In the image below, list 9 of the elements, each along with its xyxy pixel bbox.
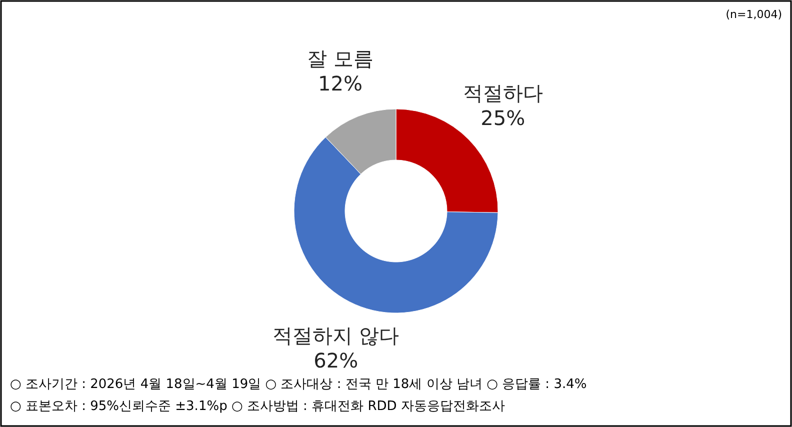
data-label: 62% [314, 348, 358, 372]
slice-label: 잘 모름 [307, 46, 374, 71]
data-label: 12% [318, 72, 362, 96]
text: (n=1,004) [726, 8, 782, 21]
data-label: 25% [480, 106, 526, 130]
slice-label: 적절하지 않다 [272, 323, 400, 348]
slice-label: 적절하다 [462, 80, 543, 105]
text: ○ 표본오차 : 95%신뢰수준 ±3.1%p ○ 조사방법 : 휴대전화 RDD 자동응답전화조사 [10, 399, 505, 414]
text: ○ 조사기간 : 2026년 4월 18일~4월 19일 ○ 조사대상 : 전국 만 18세 이상 남녀 ○ 응답률 : 3.4% [10, 377, 587, 392]
